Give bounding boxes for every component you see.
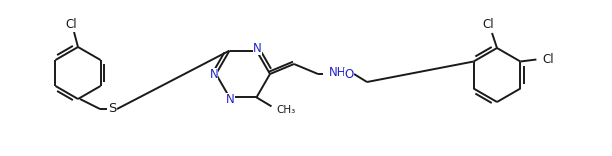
- Text: Cl: Cl: [543, 53, 554, 66]
- Text: S: S: [108, 102, 116, 115]
- Text: N: N: [210, 68, 218, 80]
- Text: N: N: [226, 93, 235, 106]
- Text: CH₃: CH₃: [277, 105, 296, 115]
- Text: N: N: [253, 42, 262, 55]
- Text: O: O: [345, 68, 354, 80]
- Text: Cl: Cl: [482, 19, 494, 32]
- Text: NH: NH: [329, 66, 346, 80]
- Text: Cl: Cl: [65, 19, 77, 32]
